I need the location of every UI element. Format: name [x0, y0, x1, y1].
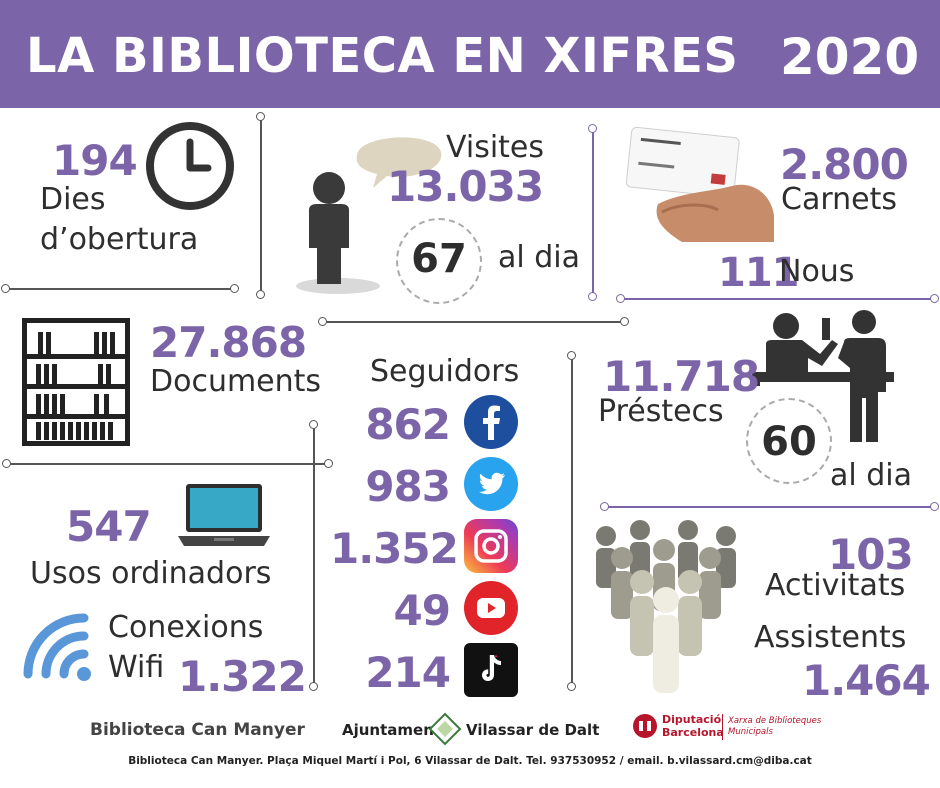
hand-card-icon — [625, 126, 774, 242]
instagram-followers-value: 1.352 — [330, 524, 459, 573]
wifi-icon — [23, 613, 91, 681]
page-year: 2020 — [780, 28, 920, 86]
divider-dot — [1, 284, 10, 293]
loans-value: 11.718 — [603, 352, 760, 401]
attendees-value: 1.464 — [802, 656, 931, 705]
divider-dot — [567, 351, 576, 360]
divider-dot — [930, 502, 939, 511]
header-banner — [0, 0, 940, 108]
visits-per-day-value: 67 — [411, 236, 467, 282]
tiktok-followers-value: 214 — [365, 648, 451, 697]
divider-dot — [567, 682, 576, 691]
loans-per-day-value: 60 — [761, 419, 817, 465]
wifi-label: Conexions — [108, 610, 264, 645]
cards-value: 2.800 — [780, 140, 909, 189]
divider-dot — [309, 420, 318, 429]
logo-diputacio-label: Diputació — [662, 713, 722, 726]
divider-dot — [930, 294, 939, 303]
divider-line — [606, 506, 932, 508]
divider-line — [6, 288, 234, 290]
activities-value: 103 — [828, 530, 914, 579]
loans-per-day-label: al dia — [830, 458, 913, 493]
loans-per-day-circle — [746, 398, 832, 484]
page-title: LA BIBLIOTECA EN XIFRES — [26, 28, 739, 84]
visits-label: Visites — [446, 130, 545, 165]
divider-dot — [620, 317, 629, 326]
wifi-label: Wifi — [108, 650, 165, 685]
wifi-value: 1.322 — [178, 652, 307, 701]
person-speech-icon — [296, 137, 442, 294]
divider-dot — [588, 292, 597, 301]
divider-line — [313, 424, 315, 686]
new-cards-value: 111 — [718, 250, 799, 296]
diputacio-logo-icon — [633, 714, 657, 738]
instagram-icon[interactable] — [463, 518, 519, 574]
divider-line — [8, 463, 328, 465]
visits-per-day-circle — [396, 218, 482, 304]
activities-label: Activitats — [765, 568, 906, 603]
logo-biblioteca-can-manyer: Biblioteca Can Manyer — [90, 720, 305, 740]
crowd-icon — [596, 520, 736, 693]
tiktok-icon[interactable] — [463, 642, 519, 698]
cards-label: Carnets — [781, 182, 898, 217]
documents-label: Documents — [150, 364, 322, 399]
footer-address: Biblioteca Can Manyer. Plaça Miquel Mart… — [128, 755, 812, 767]
youtube-followers-value: 49 — [393, 586, 451, 635]
divider-dot — [600, 502, 609, 511]
divider-dot — [324, 459, 333, 468]
vilassar-shield-icon — [428, 712, 462, 746]
facebook-followers-value: 862 — [365, 400, 451, 449]
computer-uses-value: 547 — [66, 502, 152, 551]
divider-dot — [256, 290, 265, 299]
divider-dot — [2, 459, 11, 468]
logo-separator — [722, 714, 723, 740]
divider-dot — [318, 317, 327, 326]
visits-per-day-label: al dia — [498, 240, 581, 275]
days-open-label: d’obertura — [40, 222, 199, 257]
bookshelf-icon — [22, 318, 130, 446]
facebook-icon[interactable] — [463, 394, 519, 450]
divider-line — [324, 321, 624, 323]
twitter-followers-value: 983 — [365, 462, 451, 511]
divider-line — [571, 355, 573, 685]
logo-vilassar-label: Vilassar de Dalt — [466, 721, 600, 739]
clock-icon — [146, 122, 234, 210]
divider-line — [260, 116, 262, 294]
logo-municipals-label: Municipals — [728, 727, 773, 737]
attendees-label: Assistents — [754, 620, 907, 655]
computer-uses-label: Usos ordinadors — [30, 556, 272, 591]
days-open-label: Dies — [40, 182, 106, 217]
documents-value: 27.868 — [150, 318, 307, 367]
loans-label: Préstecs — [598, 394, 724, 429]
new-cards-label: Nous — [779, 254, 855, 289]
logo-xarxa-label: Xarxa de Biblioteques — [728, 716, 822, 726]
divider-dot — [230, 284, 239, 293]
youtube-icon[interactable] — [463, 580, 519, 636]
loan-desk-icon — [752, 310, 894, 442]
followers-title: Seguidors — [370, 354, 520, 389]
logo-ajuntament-label: Ajuntament — [342, 721, 442, 739]
logo-barcelona-label: Barcelona — [662, 726, 724, 739]
divider-dot — [309, 682, 318, 691]
divider-line — [592, 128, 594, 296]
divider-dot — [256, 112, 265, 121]
divider-dot — [588, 124, 597, 133]
divider-line — [622, 298, 932, 300]
visits-value: 13.033 — [387, 162, 544, 211]
divider-dot — [616, 294, 625, 303]
twitter-icon[interactable] — [463, 456, 519, 512]
laptop-icon — [178, 484, 270, 546]
days-open-value: 194 — [52, 136, 138, 185]
